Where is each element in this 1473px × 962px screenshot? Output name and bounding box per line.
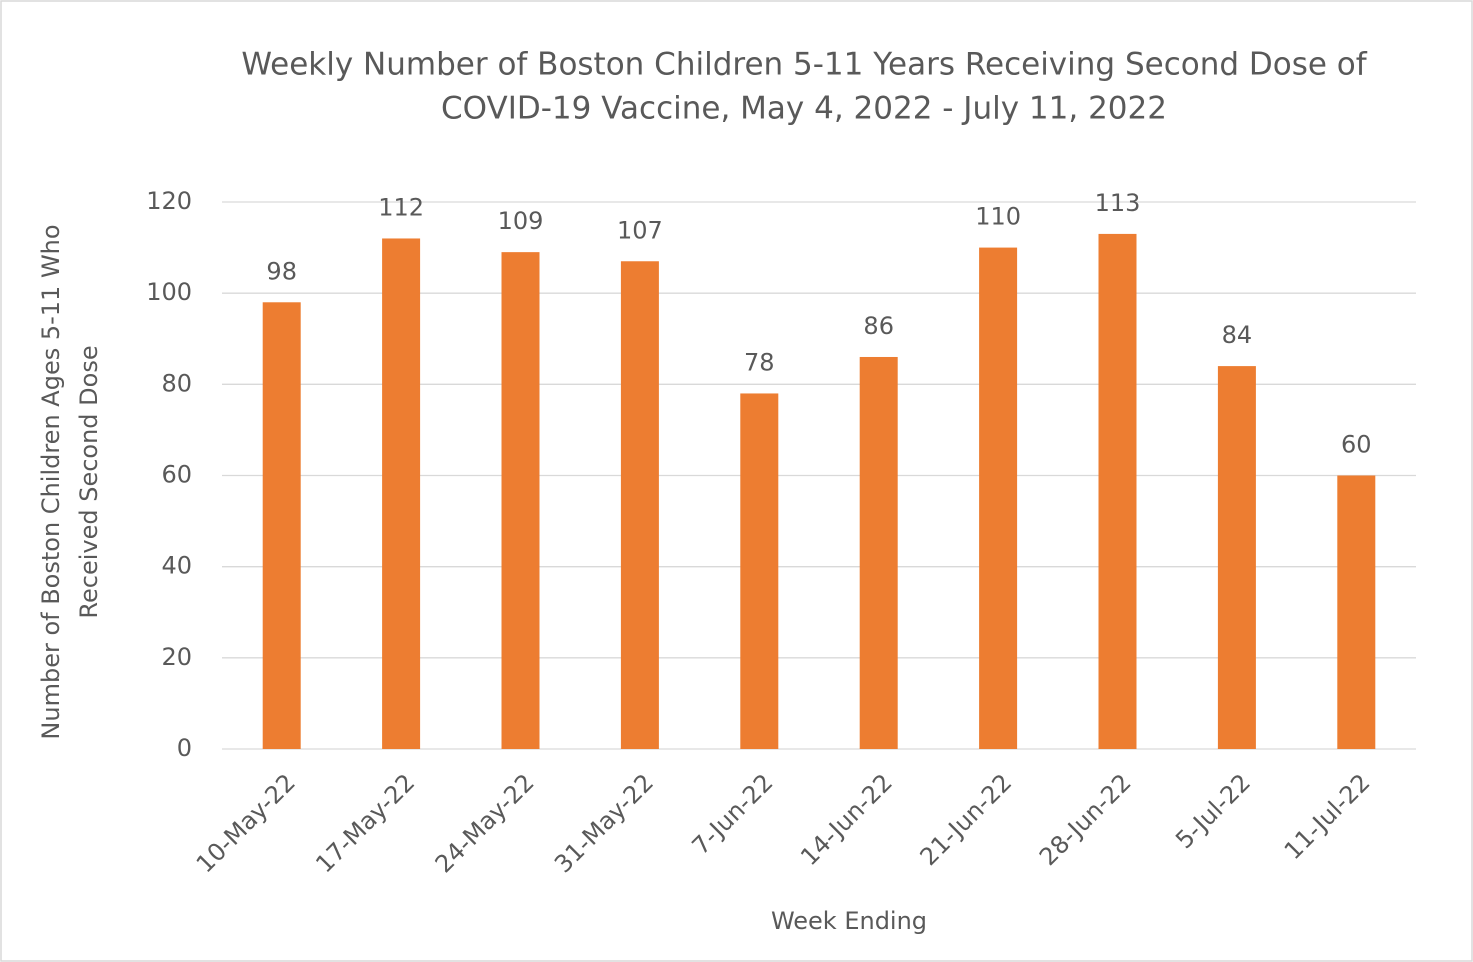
- y-tick-label: 0: [177, 734, 192, 762]
- chart-title: COVID-19 Vaccine, May 4, 2022 - July 11,…: [441, 91, 1167, 127]
- data-label: 110: [975, 203, 1021, 231]
- data-label: 113: [1095, 189, 1141, 217]
- y-tick-label: 40: [161, 552, 192, 580]
- bar: [859, 356, 898, 749]
- bar: [382, 238, 421, 749]
- y-tick-label: 100: [146, 278, 192, 306]
- data-label: 60: [1341, 431, 1372, 459]
- data-label: 78: [744, 348, 775, 376]
- bar: [1337, 475, 1376, 749]
- x-axis-label: Week Ending: [771, 907, 927, 935]
- bar: [740, 393, 779, 749]
- y-tick-label: 60: [161, 461, 192, 489]
- data-label: 112: [378, 193, 424, 221]
- bar: [979, 247, 1018, 750]
- bar: [262, 302, 301, 749]
- y-axis-label: Received Second Dose: [75, 345, 103, 618]
- data-label: 107: [617, 216, 663, 244]
- y-tick-label: 120: [146, 187, 192, 215]
- data-label: 98: [266, 257, 297, 285]
- data-label: 109: [498, 207, 544, 235]
- bar: [620, 261, 659, 749]
- chart-title: Weekly Number of Boston Children 5-11 Ye…: [241, 47, 1367, 83]
- bar: [501, 252, 540, 749]
- data-label: 86: [863, 312, 894, 340]
- bar: [1098, 233, 1137, 750]
- bar: [1217, 366, 1256, 749]
- y-axis-label: Number of Boston Children Ages 5-11 Who: [37, 224, 65, 739]
- y-tick-label: 20: [161, 643, 192, 671]
- y-tick-label: 80: [161, 369, 192, 397]
- data-label: 84: [1222, 321, 1253, 349]
